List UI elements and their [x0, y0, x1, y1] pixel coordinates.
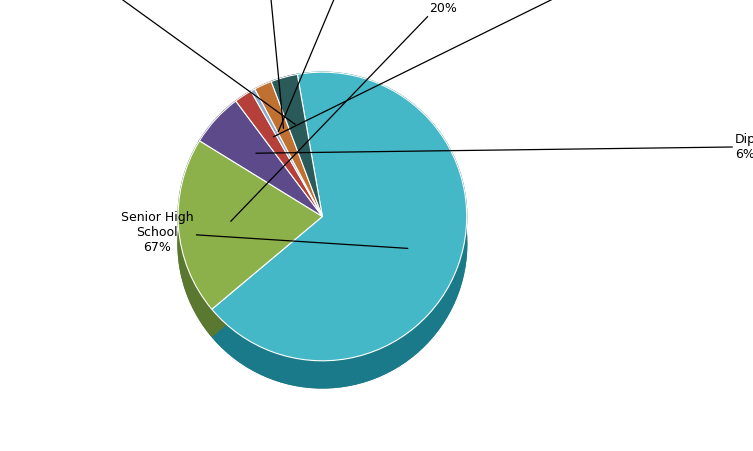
- Text: Bachelor
20%: Bachelor 20%: [230, 0, 471, 221]
- Wedge shape: [271, 74, 322, 216]
- Wedge shape: [251, 89, 322, 216]
- Polygon shape: [251, 89, 255, 118]
- Wedge shape: [178, 141, 322, 309]
- Polygon shape: [271, 74, 297, 109]
- Polygon shape: [178, 141, 212, 336]
- Polygon shape: [236, 118, 322, 244]
- Wedge shape: [200, 101, 322, 216]
- Wedge shape: [212, 72, 467, 361]
- Text: Junior High
school
3%: Junior High school 3%: [28, 0, 295, 124]
- Text: Master
2%: Master 2%: [273, 0, 661, 137]
- Polygon shape: [200, 101, 236, 168]
- Polygon shape: [212, 99, 467, 388]
- Polygon shape: [212, 72, 467, 388]
- Polygon shape: [255, 82, 271, 116]
- Polygon shape: [255, 109, 322, 244]
- Polygon shape: [178, 168, 322, 336]
- Polygon shape: [200, 128, 322, 244]
- Text: PhD
0%: PhD 0%: [279, 0, 404, 132]
- Text: Senior High
School
67%: Senior High School 67%: [121, 211, 408, 254]
- Text: Diploma
6%: Diploma 6%: [256, 133, 753, 161]
- Text: Elementary
school
2%: Elementary school 2%: [223, 0, 295, 128]
- Polygon shape: [236, 91, 251, 128]
- Wedge shape: [236, 91, 322, 216]
- Wedge shape: [255, 82, 322, 216]
- Polygon shape: [251, 116, 322, 244]
- Polygon shape: [271, 101, 322, 244]
